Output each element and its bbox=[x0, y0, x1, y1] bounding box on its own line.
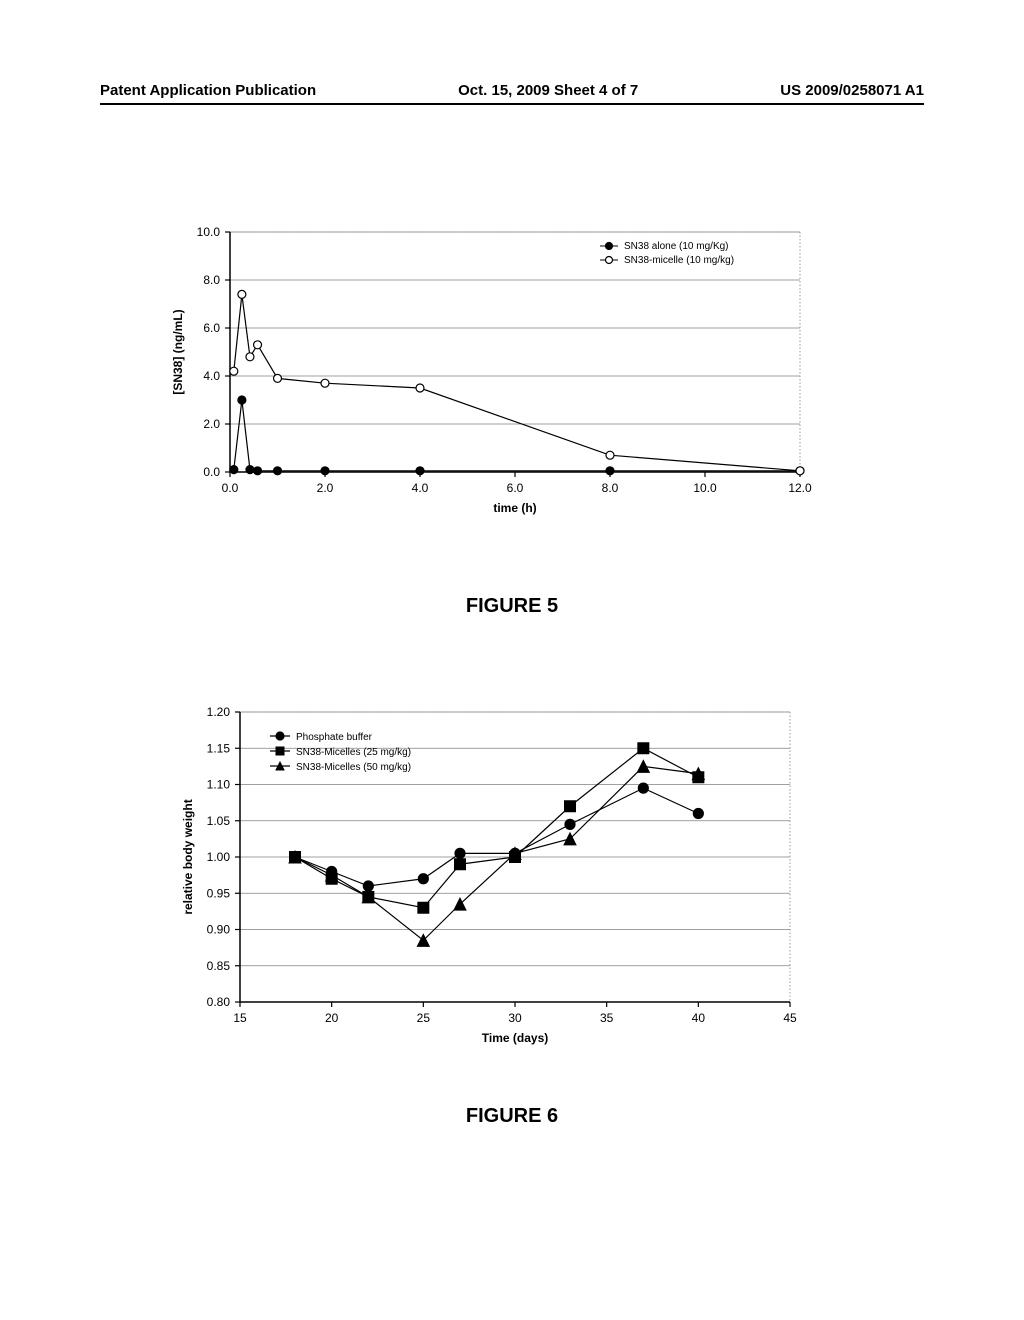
svg-text:20: 20 bbox=[325, 1011, 339, 1025]
svg-text:1.10: 1.10 bbox=[207, 778, 231, 792]
svg-text:SN38-Micelles (50 mg/kg): SN38-Micelles (50 mg/kg) bbox=[296, 762, 411, 773]
svg-text:0.0: 0.0 bbox=[222, 481, 239, 495]
svg-text:6.0: 6.0 bbox=[203, 321, 220, 335]
figure5-container: 0.0 2.0 4.0 6.0 8.0 10.0 12.0 0.0 2.0 4.0 6.0 8.0 10… bbox=[160, 220, 840, 545]
svg-text:relative body weight: relative body weight bbox=[181, 799, 195, 914]
svg-text:6.0: 6.0 bbox=[507, 481, 524, 495]
svg-text:10.0: 10.0 bbox=[693, 481, 717, 495]
svg-text:0.0: 0.0 bbox=[203, 465, 220, 479]
svg-text:1.20: 1.20 bbox=[207, 705, 231, 719]
svg-text:[SN38] (ng/mL): [SN38] (ng/mL) bbox=[171, 309, 185, 394]
svg-text:0.95: 0.95 bbox=[207, 886, 231, 900]
svg-text:40: 40 bbox=[692, 1011, 706, 1025]
svg-text:30: 30 bbox=[508, 1011, 522, 1025]
svg-text:25: 25 bbox=[417, 1011, 431, 1025]
svg-text:SN38 alone (10 mg/Kg): SN38 alone (10 mg/Kg) bbox=[624, 241, 729, 252]
svg-text:10.0: 10.0 bbox=[197, 225, 221, 239]
svg-text:1.05: 1.05 bbox=[207, 814, 231, 828]
svg-text:0.90: 0.90 bbox=[207, 923, 231, 937]
svg-text:2.0: 2.0 bbox=[203, 417, 220, 431]
svg-text:2.0: 2.0 bbox=[317, 481, 334, 495]
header-right: US 2009/0258071 A1 bbox=[780, 82, 924, 99]
svg-text:Time (days): Time (days) bbox=[482, 1031, 548, 1045]
header-mid: Oct. 15, 2009 Sheet 4 of 7 bbox=[458, 82, 638, 99]
figure6-chart: 15 20 25 30 35 40 45 0.80 0.85 0.90 0.95 1.00 1.05 1.… bbox=[160, 700, 840, 1060]
patent-header: Patent Application Publication Oct. 15, … bbox=[100, 82, 924, 105]
header-row: Patent Application Publication Oct. 15, … bbox=[100, 82, 924, 99]
svg-text:SN38-Micelles (25 mg/kg): SN38-Micelles (25 mg/kg) bbox=[296, 747, 411, 758]
svg-text:Phosphate buffer: Phosphate buffer bbox=[296, 732, 373, 743]
page: Patent Application Publication Oct. 15, … bbox=[0, 0, 1024, 1320]
svg-text:45: 45 bbox=[783, 1011, 797, 1025]
figure5-label: FIGURE 5 bbox=[0, 595, 1024, 618]
svg-text:4.0: 4.0 bbox=[203, 369, 220, 383]
svg-text:8.0: 8.0 bbox=[602, 481, 619, 495]
header-left: Patent Application Publication bbox=[100, 82, 316, 99]
figure6-container: 15 20 25 30 35 40 45 0.80 0.85 0.90 0.95 1.00 1.05 1.… bbox=[160, 700, 840, 1065]
figure6-label: FIGURE 6 bbox=[0, 1105, 1024, 1128]
svg-text:time (h): time (h) bbox=[493, 501, 536, 515]
svg-text:12.0: 12.0 bbox=[788, 481, 812, 495]
svg-text:0.85: 0.85 bbox=[207, 959, 231, 973]
svg-text:35: 35 bbox=[600, 1011, 614, 1025]
figure5-chart: 0.0 2.0 4.0 6.0 8.0 10.0 12.0 0.0 2.0 4.0 6.0 8.0 10… bbox=[160, 220, 840, 540]
svg-text:0.80: 0.80 bbox=[207, 995, 231, 1009]
svg-text:15: 15 bbox=[233, 1011, 247, 1025]
svg-text:1.00: 1.00 bbox=[207, 850, 231, 864]
svg-text:8.0: 8.0 bbox=[203, 273, 220, 287]
svg-text:1.15: 1.15 bbox=[207, 741, 231, 755]
svg-text:4.0: 4.0 bbox=[412, 481, 429, 495]
svg-text:SN38-micelle (10 mg/kg): SN38-micelle (10 mg/kg) bbox=[624, 255, 734, 266]
